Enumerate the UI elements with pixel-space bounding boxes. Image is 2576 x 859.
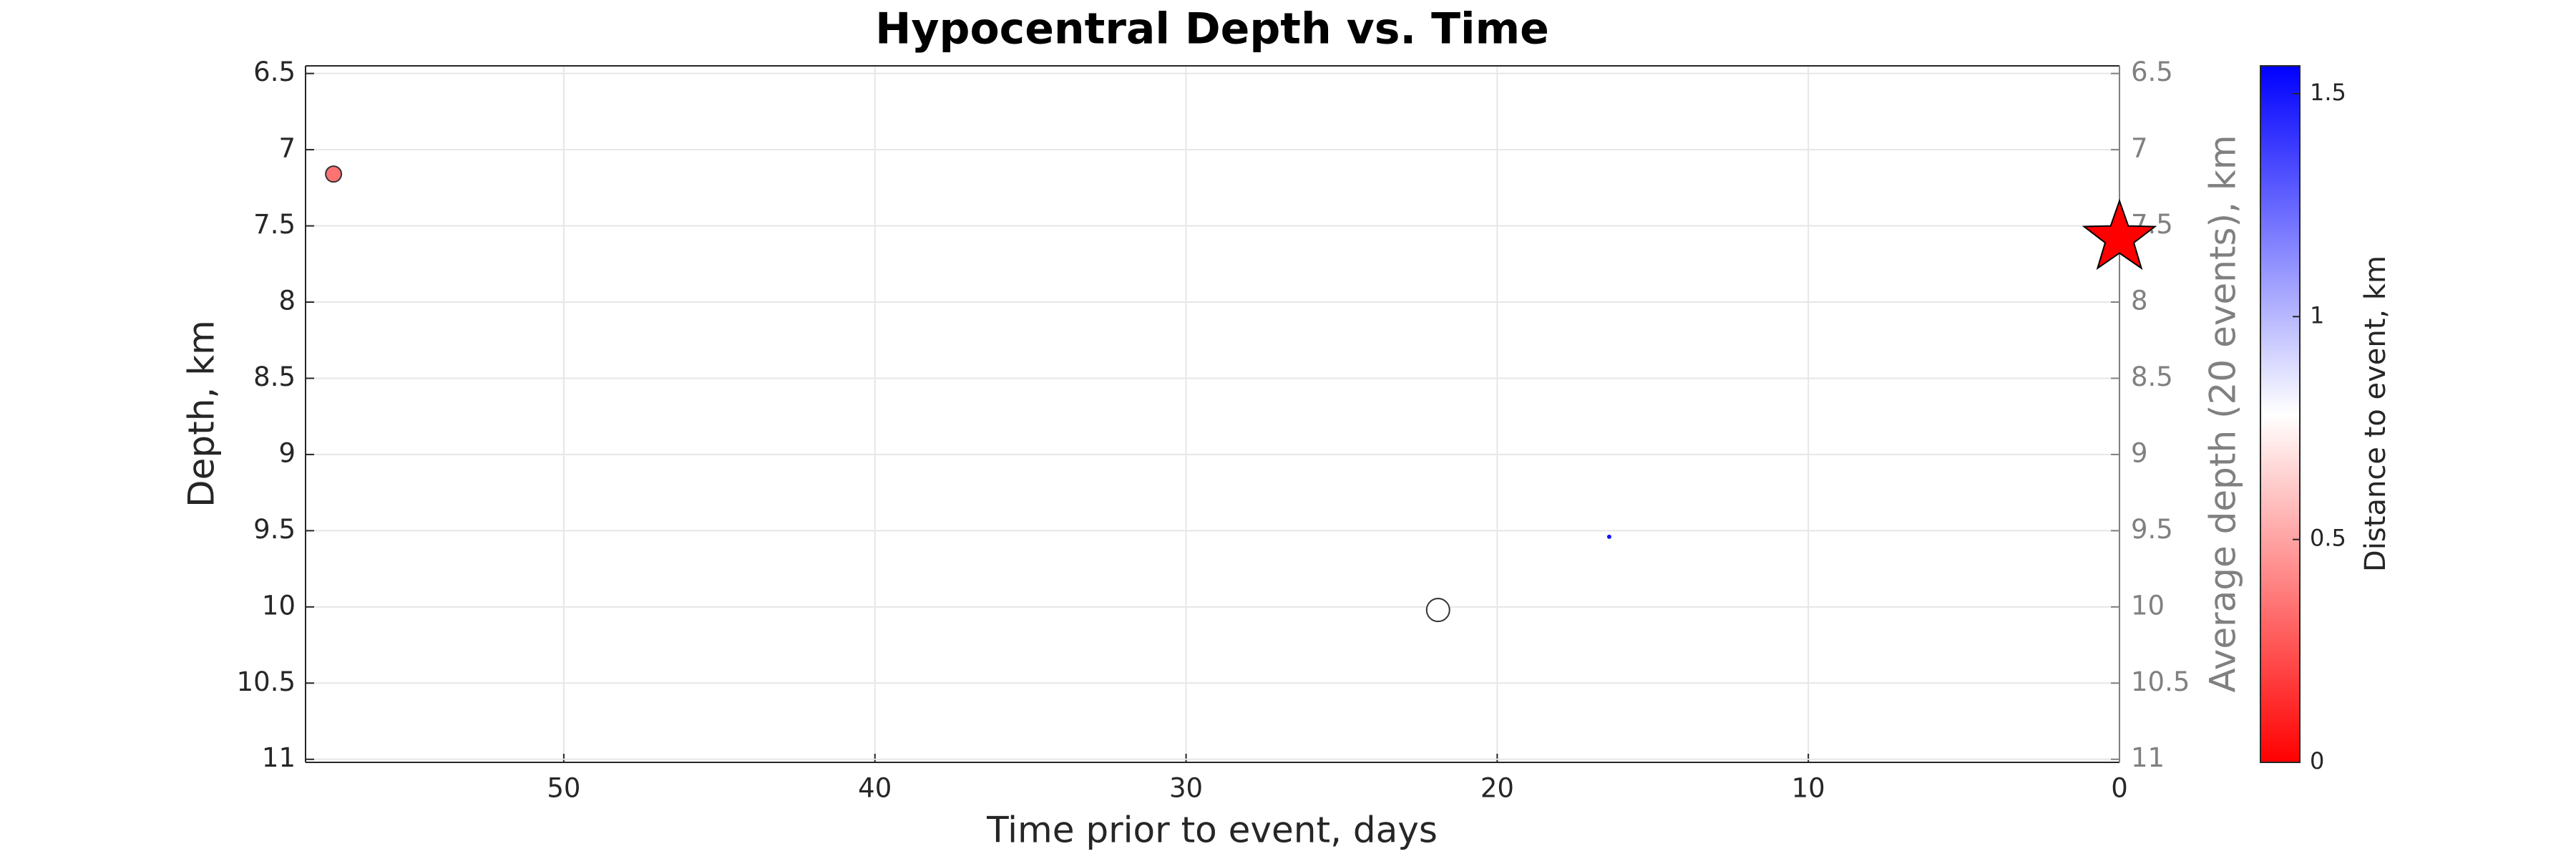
y2-tick-label: 10 [2131, 590, 2165, 621]
x-tick-label: 20 [1480, 773, 1514, 804]
y2-tick-label: 11 [2131, 742, 2165, 773]
y2-axis-label: Average depth (20 events), km [2202, 135, 2244, 692]
colorbar-tick-label: 0.5 [2310, 525, 2346, 552]
y-tick-label: 11 [262, 742, 296, 773]
y2-tick-label: 10.5 [2131, 666, 2190, 697]
y-tick-label: 9.5 [253, 514, 296, 545]
x-axis-label: Time prior to event, days [986, 810, 1438, 851]
colorbar [2260, 65, 2301, 763]
y2-tick-label: 8 [2131, 286, 2148, 316]
y-tick-label: 7.5 [253, 209, 296, 240]
plot-area [306, 66, 2119, 762]
event-star [2082, 198, 2157, 271]
colorbar-label: Distance to event, km [2359, 256, 2392, 572]
y-tick-label: 8.5 [253, 361, 296, 392]
y2-tick-label: 9.5 [2131, 514, 2173, 545]
point [1425, 598, 1450, 623]
y-tick-label: 6.5 [253, 57, 296, 87]
y-axis-label: Depth, km [181, 320, 223, 508]
y2-tick-label: 8.5 [2131, 361, 2173, 392]
y-tick-label: 10.5 [237, 666, 296, 697]
y-tick-label: 7 [278, 133, 296, 164]
colorbar-tick-label: 0 [2310, 747, 2324, 775]
x-tick-label: 10 [1792, 773, 1825, 804]
x-tick-label: 30 [1169, 773, 1203, 804]
point [325, 165, 343, 183]
y2-tick-label: 7 [2131, 133, 2148, 164]
y-tick-label: 9 [278, 437, 296, 468]
x-tick-label: 0 [2111, 773, 2128, 804]
colorbar-tick-label: 1.5 [2310, 79, 2346, 106]
y-tick-label: 10 [262, 590, 296, 621]
colorbar-tick-label: 1 [2310, 301, 2324, 329]
x-tick-label: 40 [858, 773, 892, 804]
chart-title: Hypocentral Depth vs. Time [875, 4, 1549, 54]
y2-tick-label: 6.5 [2131, 57, 2173, 87]
y2-tick-label: 9 [2131, 437, 2148, 468]
point [1606, 534, 1611, 539]
x-tick-label: 50 [547, 773, 580, 804]
y-tick-label: 8 [278, 286, 296, 316]
